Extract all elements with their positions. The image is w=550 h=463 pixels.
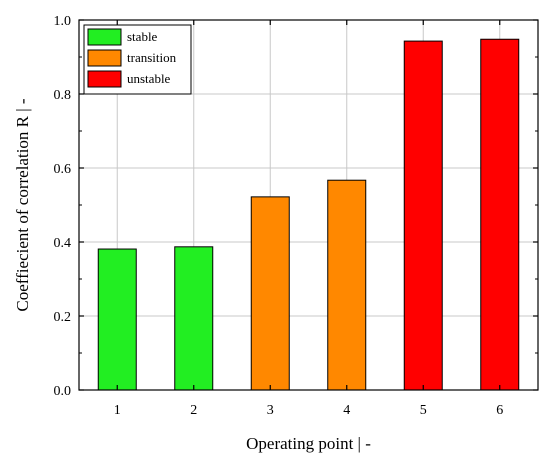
y-tick-label: 0.2 xyxy=(54,310,72,325)
axis-ticks xyxy=(79,19,538,391)
x-tick-label: 1 xyxy=(114,403,121,418)
legend-swatch xyxy=(87,49,122,67)
legend-swatch xyxy=(87,28,122,46)
bar xyxy=(327,179,367,391)
y-tick-label: 0.4 xyxy=(54,236,72,251)
bar xyxy=(174,246,214,391)
x-tick-label: 2 xyxy=(190,403,197,418)
bar xyxy=(403,40,443,391)
y-tick-label: 1.0 xyxy=(54,14,72,29)
x-tick-label: 5 xyxy=(420,403,427,418)
legend-swatch xyxy=(87,70,122,88)
x-tick-label: 4 xyxy=(343,403,350,418)
x-tick-label: 6 xyxy=(496,403,503,418)
legend-label: transition xyxy=(127,50,177,65)
x-axis-label: Operating point | - xyxy=(246,434,371,453)
legend-label: unstable xyxy=(127,71,171,86)
legend: stable transition unstable xyxy=(83,24,192,95)
y-tick-label: 0.8 xyxy=(54,88,72,103)
x-tick-labels: 1 2 3 4 5 6 xyxy=(114,403,504,418)
bars xyxy=(97,38,520,391)
bar xyxy=(480,38,520,391)
y-tick-label: 0.0 xyxy=(54,384,72,399)
legend-label: stable xyxy=(127,29,158,44)
bar xyxy=(250,196,290,391)
bar xyxy=(97,248,137,391)
x-tick-label: 3 xyxy=(267,403,274,418)
y-axis-label: Coeffiecient of correlation R | - xyxy=(13,98,32,311)
y-tick-labels: 0.0 0.2 0.4 0.6 0.8 1.0 xyxy=(54,14,72,399)
y-tick-label: 0.6 xyxy=(54,162,72,177)
